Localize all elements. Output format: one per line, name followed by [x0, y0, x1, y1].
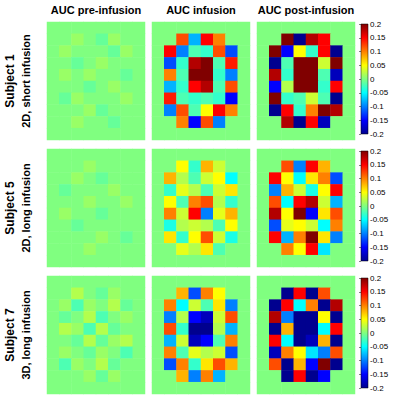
svg-text:-0.2: -0.2	[370, 384, 384, 393]
svg-text:Subject 7: Subject 7	[3, 308, 17, 362]
svg-text:2D, short infusion: 2D, short infusion	[20, 34, 32, 128]
svg-text:0.05: 0.05	[370, 315, 386, 324]
svg-text:-0.15: -0.15	[370, 116, 389, 125]
svg-text:0: 0	[370, 202, 375, 211]
svg-text:-0.1: -0.1	[370, 356, 384, 365]
svg-text:0: 0	[370, 329, 375, 338]
svg-text:-0.15: -0.15	[370, 243, 389, 252]
svg-text:0.1: 0.1	[370, 174, 382, 183]
svg-text:AUC pre-infusion: AUC pre-infusion	[51, 4, 142, 16]
svg-text:-0.05: -0.05	[370, 88, 389, 97]
svg-text:0.15: 0.15	[370, 33, 386, 42]
svg-text:0.15: 0.15	[370, 287, 386, 296]
svg-text:-0.2: -0.2	[370, 257, 384, 266]
svg-text:0.2: 0.2	[370, 20, 382, 29]
svg-text:AUC post-infusion: AUC post-infusion	[258, 4, 355, 16]
svg-text:2D, long infusion: 2D, long infusion	[20, 163, 32, 252]
svg-text:0.2: 0.2	[370, 274, 382, 283]
svg-text:-0.05: -0.05	[370, 342, 389, 351]
svg-text:-0.1: -0.1	[370, 102, 384, 111]
svg-text:-0.1: -0.1	[370, 229, 384, 238]
svg-text:0.1: 0.1	[370, 301, 382, 310]
svg-text:3D, long infusion: 3D, long infusion	[20, 290, 32, 379]
svg-text:0: 0	[370, 75, 375, 84]
svg-text:-0.15: -0.15	[370, 370, 389, 379]
svg-text:-0.05: -0.05	[370, 215, 389, 224]
svg-text:0.2: 0.2	[370, 147, 382, 156]
svg-text:0.05: 0.05	[370, 61, 386, 70]
svg-text:-0.2: -0.2	[370, 130, 384, 139]
svg-text:0.05: 0.05	[370, 188, 386, 197]
svg-text:AUC infusion: AUC infusion	[166, 4, 236, 16]
svg-text:0.1: 0.1	[370, 47, 382, 56]
svg-text:0.15: 0.15	[370, 160, 386, 169]
svg-text:Subject 1: Subject 1	[3, 54, 17, 108]
svg-text:Subject 5: Subject 5	[3, 181, 17, 235]
